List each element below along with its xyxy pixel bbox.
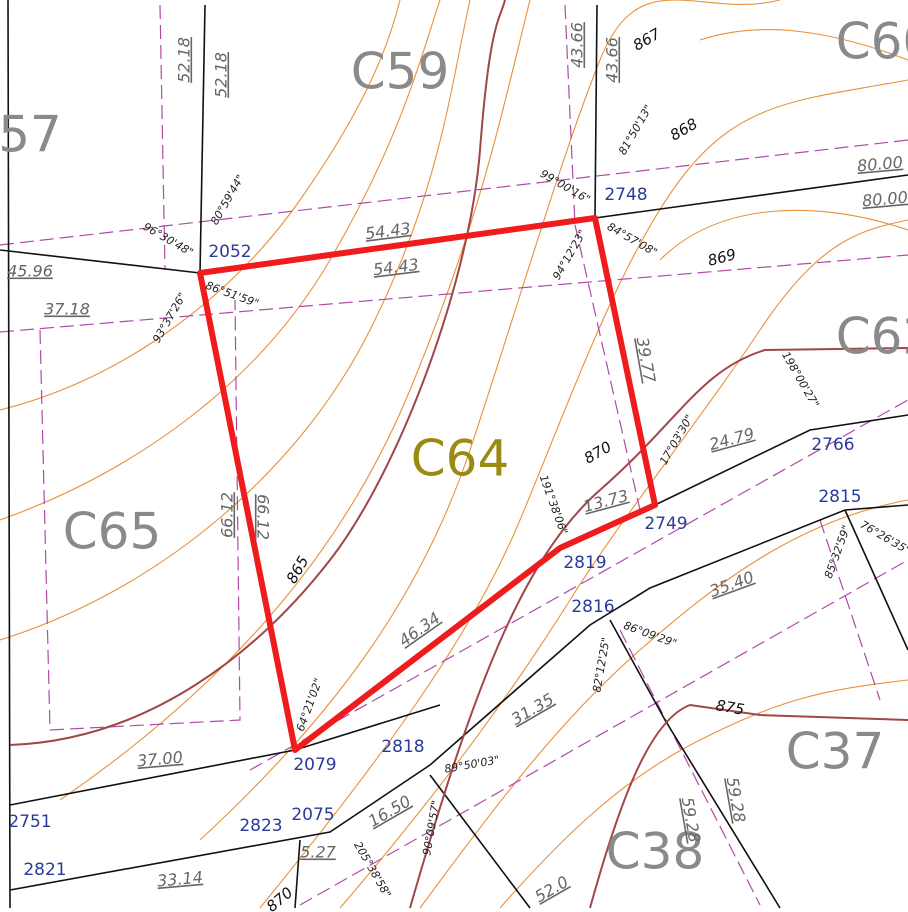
parcel-label: C59: [351, 43, 450, 101]
distance-label: 43.66: [568, 22, 587, 68]
parcel-label: C64: [411, 430, 510, 488]
point-number: 2823: [239, 816, 282, 836]
distance-label: 43.66: [603, 37, 622, 83]
point-number: 2748: [604, 185, 647, 205]
point-number: 2816: [571, 597, 614, 617]
distance-label: 37.00: [136, 748, 183, 771]
parcel-label: C37: [786, 723, 885, 781]
distance-label: 80.00: [856, 153, 903, 176]
distance-label: 33.14: [156, 868, 203, 891]
parcel-label: C65: [63, 503, 162, 561]
point-number: 2766: [811, 435, 854, 455]
parcel-label: C62: [836, 308, 908, 366]
distance-label: 52.18: [212, 52, 231, 98]
distance-label: 37.18: [44, 300, 90, 319]
parcel-label: C60: [836, 13, 908, 71]
distance-label: 45.96: [7, 262, 53, 281]
point-number: 2052: [208, 242, 251, 262]
point-number: 2751: [8, 812, 51, 832]
point-number: 2075: [291, 805, 334, 825]
cadastral-map: 57C59C60C62C64C65C37C3820522748276628152…: [0, 0, 908, 912]
distance-label: 66.12: [254, 494, 273, 540]
point-number: 2815: [818, 487, 861, 507]
point-number: 2079: [293, 755, 336, 775]
distance-label: 80.00: [861, 188, 908, 211]
point-number: 2819: [563, 553, 606, 573]
distance-label: 5.27: [300, 843, 336, 862]
parcel-label: 57: [0, 106, 62, 164]
point-number: 2818: [381, 737, 424, 757]
point-number: 2749: [644, 514, 687, 534]
point-number: 2821: [23, 860, 66, 880]
distance-label: 66.12: [218, 492, 237, 538]
distance-label: 52.18: [175, 37, 194, 83]
